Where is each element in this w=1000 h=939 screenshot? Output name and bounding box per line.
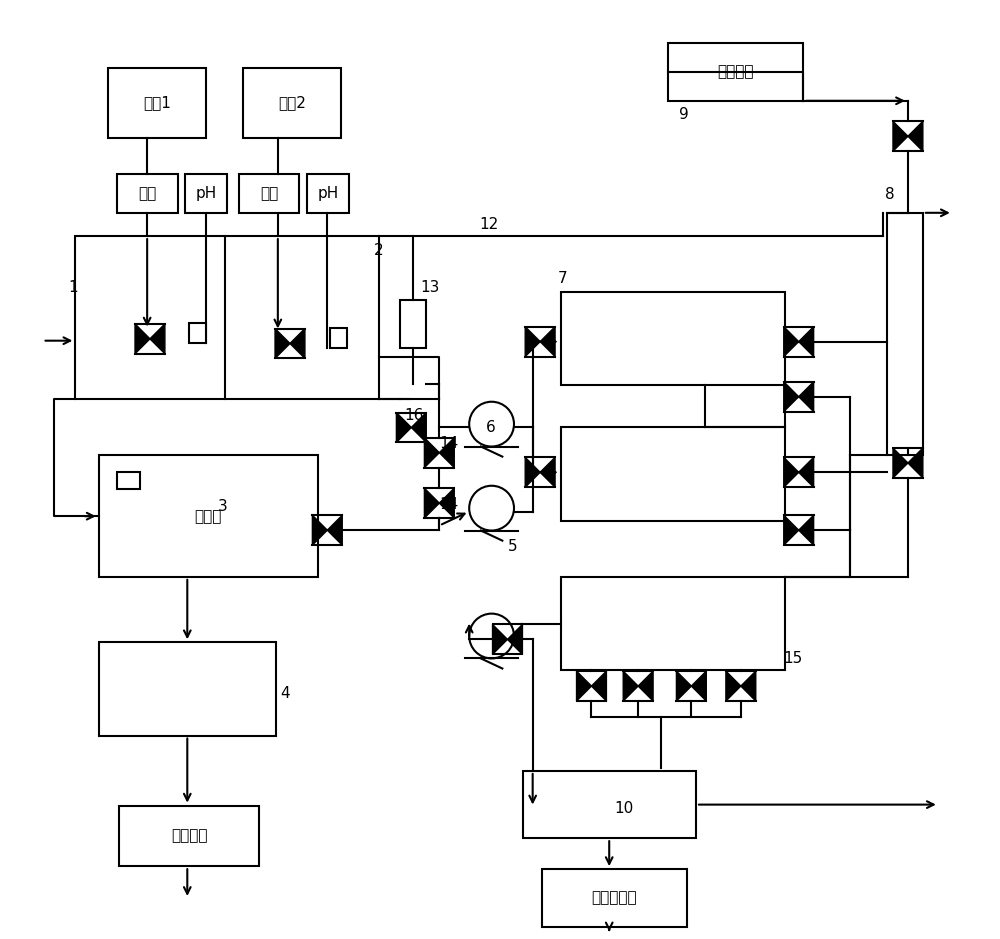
Polygon shape xyxy=(290,329,305,359)
Polygon shape xyxy=(591,671,606,701)
Polygon shape xyxy=(411,412,426,442)
Polygon shape xyxy=(396,412,411,442)
Text: 6: 6 xyxy=(486,420,496,435)
Polygon shape xyxy=(577,671,591,701)
Polygon shape xyxy=(540,457,555,487)
Polygon shape xyxy=(784,457,799,487)
Bar xyxy=(117,472,140,489)
Bar xyxy=(75,236,379,399)
Polygon shape xyxy=(741,671,756,701)
Text: 药劑2: 药劑2 xyxy=(278,96,306,111)
Polygon shape xyxy=(676,671,691,701)
Text: 10: 10 xyxy=(614,801,633,816)
Polygon shape xyxy=(799,382,814,411)
Polygon shape xyxy=(691,671,706,701)
Polygon shape xyxy=(150,324,165,354)
Polygon shape xyxy=(439,438,454,468)
Polygon shape xyxy=(799,327,814,357)
Text: 进一步处理: 进一步处理 xyxy=(592,890,637,905)
Text: pH: pH xyxy=(317,186,338,201)
Polygon shape xyxy=(507,624,522,654)
Bar xyxy=(99,642,276,735)
Text: 8: 8 xyxy=(885,187,894,202)
Text: 压缩空气: 压缩空气 xyxy=(717,65,754,80)
Text: 脱水设备: 脱水设备 xyxy=(171,828,207,843)
Polygon shape xyxy=(135,324,150,354)
Polygon shape xyxy=(525,327,540,357)
Polygon shape xyxy=(638,671,653,701)
Text: 14: 14 xyxy=(439,498,459,513)
Bar xyxy=(117,174,178,213)
Polygon shape xyxy=(439,488,454,518)
Bar xyxy=(99,455,318,577)
Polygon shape xyxy=(908,121,923,151)
Bar xyxy=(561,577,785,670)
Polygon shape xyxy=(784,382,799,411)
Bar xyxy=(189,323,206,344)
Polygon shape xyxy=(784,327,799,357)
Text: 2: 2 xyxy=(374,242,384,257)
Polygon shape xyxy=(424,488,439,518)
Text: 1: 1 xyxy=(69,280,78,295)
Polygon shape xyxy=(726,671,741,701)
Bar xyxy=(561,427,785,521)
Text: 4: 4 xyxy=(281,686,290,701)
Text: 搞拌: 搞拌 xyxy=(138,186,157,201)
Text: 搞拌: 搞拌 xyxy=(260,186,278,201)
Bar xyxy=(542,869,687,927)
Text: 14: 14 xyxy=(439,436,459,451)
Polygon shape xyxy=(327,516,342,546)
Bar xyxy=(185,174,227,213)
Bar xyxy=(307,174,349,213)
Bar xyxy=(108,69,206,138)
Bar xyxy=(330,328,347,348)
Bar xyxy=(243,69,341,138)
Polygon shape xyxy=(893,448,908,478)
Polygon shape xyxy=(908,448,923,478)
Text: 7: 7 xyxy=(558,270,567,285)
Polygon shape xyxy=(525,457,540,487)
Text: pH: pH xyxy=(196,186,217,201)
Polygon shape xyxy=(623,671,638,701)
Bar xyxy=(561,292,785,386)
Text: 12: 12 xyxy=(479,218,499,233)
Bar xyxy=(119,806,259,866)
Text: 药劑1: 药劑1 xyxy=(143,96,171,111)
Polygon shape xyxy=(312,516,327,546)
Bar xyxy=(668,43,803,100)
Polygon shape xyxy=(893,121,908,151)
Bar xyxy=(400,300,426,348)
Text: 5: 5 xyxy=(507,539,517,554)
Text: 16: 16 xyxy=(405,408,424,423)
Polygon shape xyxy=(784,516,799,546)
Polygon shape xyxy=(424,438,439,468)
Text: 3: 3 xyxy=(218,500,228,515)
Text: 15: 15 xyxy=(783,651,802,666)
Text: 9: 9 xyxy=(679,107,689,122)
Text: 浓缩池: 浓缩池 xyxy=(195,509,222,524)
Text: 13: 13 xyxy=(421,280,440,295)
Polygon shape xyxy=(275,329,290,359)
Polygon shape xyxy=(540,327,555,357)
Polygon shape xyxy=(799,516,814,546)
Polygon shape xyxy=(799,457,814,487)
Polygon shape xyxy=(493,624,507,654)
Bar xyxy=(523,771,696,839)
Bar xyxy=(887,213,923,455)
Bar xyxy=(239,174,299,213)
